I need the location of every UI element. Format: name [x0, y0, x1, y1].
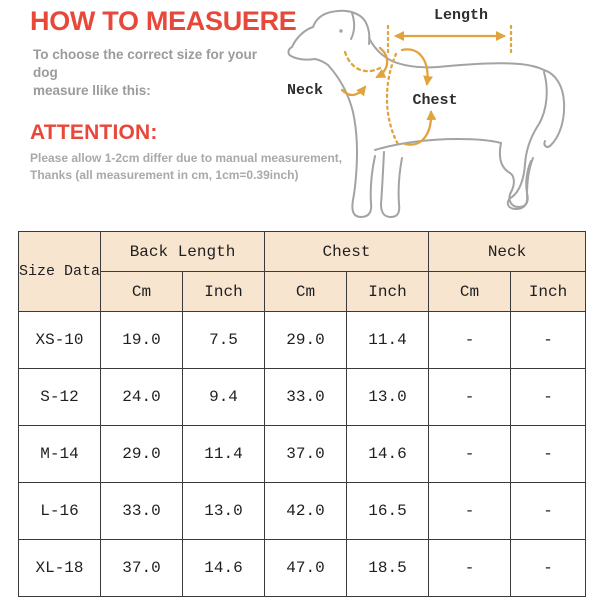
table-group-header-row: Size Data Back Length Chest Neck	[18, 231, 587, 312]
table-unit-header-row: Cm Inch Cm Inch Cm Inch	[19, 271, 587, 312]
size-cell: XS-10	[18, 311, 101, 369]
value-cell: 47.0	[264, 539, 347, 597]
size-cell: M-14	[18, 425, 101, 483]
unit-header: Cm	[264, 271, 347, 312]
value-cell: 13.0	[345, 368, 430, 426]
neck-band-dashed	[343, 50, 382, 73]
value-cell: 37.0	[100, 539, 183, 597]
subtitle: To choose the correct size for your dog …	[33, 46, 273, 101]
unit-header: Inch	[510, 271, 587, 312]
unit-header: Inch	[182, 271, 265, 312]
value-cell: -	[510, 425, 587, 483]
unit-header: Cm	[100, 271, 183, 312]
value-cell: 19.0	[100, 311, 183, 369]
size-cell: XL-18	[18, 539, 101, 597]
attention-title: ATTENTION:	[30, 121, 158, 144]
value-cell: 11.4	[345, 311, 430, 369]
size-table: Size Data Back Length Chest Neck Cm Inch…	[18, 231, 587, 597]
table-row-l-16: L-16 33.0 13.0 42.0 16.5 - -	[18, 482, 587, 540]
value-cell: 11.4	[182, 425, 265, 483]
value-cell: -	[510, 368, 587, 426]
group-header-back-length: Back Length	[100, 231, 265, 272]
table-row-m-14: M-14 29.0 11.4 37.0 14.6 - -	[18, 425, 587, 483]
size-cell: L-16	[18, 482, 101, 540]
value-cell: 9.4	[182, 368, 265, 426]
value-cell: 29.0	[100, 425, 183, 483]
value-cell: -	[428, 368, 512, 426]
value-cell: 14.6	[345, 425, 430, 483]
value-cell: -	[510, 482, 587, 540]
value-cell: 14.6	[182, 539, 265, 597]
value-cell: -	[510, 311, 587, 369]
dog-outline	[287, 9, 566, 218]
table-row-xl-18: XL-18 37.0 14.6 47.0 18.5 - -	[18, 539, 587, 597]
value-cell: 33.0	[100, 482, 183, 540]
value-cell: 42.0	[264, 482, 347, 540]
neck-arrow-upper	[375, 46, 389, 79]
subtitle-line-1: To choose the correct size for your dog	[33, 47, 258, 81]
page-title: HOW TO MEASUERE	[30, 6, 297, 36]
value-cell: 24.0	[100, 368, 183, 426]
length-label: Length	[434, 7, 488, 24]
value-cell: -	[428, 539, 512, 597]
group-header-neck: Neck	[428, 231, 587, 272]
group-header-chest: Chest	[263, 231, 430, 272]
dog-measurement-diagram: Length Neck Chest	[287, 7, 566, 218]
attention-note: Please allow 1-2cm differ due to manual …	[30, 150, 360, 185]
subtitle-line-2: measure llike this:	[33, 83, 151, 99]
chest-arrow-top	[400, 48, 434, 86]
measure-arrows	[340, 24, 513, 148]
value-cell: -	[510, 539, 587, 597]
neck-label: Neck	[287, 82, 323, 99]
value-cell: -	[428, 311, 512, 369]
table-row-xs-10: XS-10 19.0 7.5 29.0 11.4 - -	[18, 311, 587, 369]
attention-line-2: Thanks (all measurement in cm, 1cm=0.39i…	[30, 168, 299, 183]
value-cell: 33.0	[264, 368, 347, 426]
value-cell: 37.0	[264, 425, 347, 483]
unit-header: Cm	[428, 271, 512, 312]
value-cell: 7.5	[182, 311, 265, 369]
attention-line-1: Please allow 1-2cm differ due to manual …	[30, 151, 343, 165]
unit-header: Inch	[345, 271, 430, 312]
chest-arrow-bottom	[403, 110, 437, 146]
size-cell: S-12	[18, 368, 101, 426]
table-row-s-12: S-12 24.0 9.4 33.0 13.0 - -	[18, 368, 587, 426]
chest-label: Chest	[412, 92, 457, 109]
neck-arrow-lower	[340, 85, 367, 97]
chest-band-dotted	[385, 52, 401, 148]
value-cell: -	[428, 482, 512, 540]
value-cell: 18.5	[345, 539, 430, 597]
corner-cell-size-data: Size Data	[18, 231, 101, 312]
value-cell: 13.0	[182, 482, 265, 540]
value-cell: 16.5	[345, 482, 430, 540]
value-cell: -	[428, 425, 512, 483]
value-cell: 29.0	[264, 311, 347, 369]
